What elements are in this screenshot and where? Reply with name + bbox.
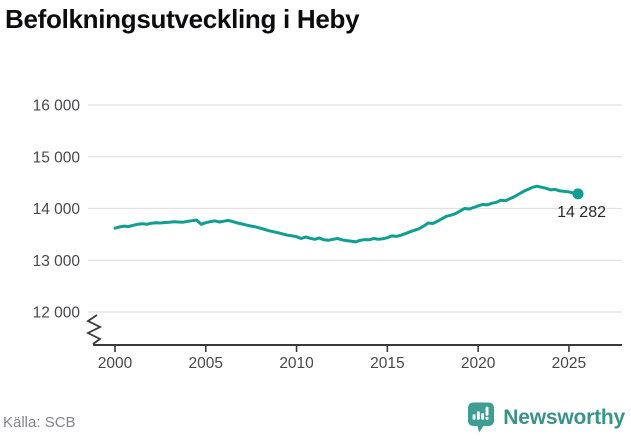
- newsworthy-icon: [468, 402, 495, 433]
- source-note: Källa: SCB: [3, 414, 76, 431]
- y-axis-label: 12 000: [33, 305, 81, 322]
- x-axis-label: 2015: [370, 355, 404, 372]
- population-line: [113, 184, 580, 244]
- axis-break-icon: [85, 314, 103, 345]
- end-point-marker: [572, 188, 584, 200]
- newsworthy-logo[interactable]: Newsworthy: [466, 401, 625, 434]
- y-axis-label: 15 000: [33, 149, 81, 166]
- newsworthy-wordmark: Newsworthy: [503, 405, 625, 429]
- y-axis-label: 13 000: [33, 253, 81, 270]
- end-value-label: 14 282: [557, 204, 606, 221]
- y-axis-label: 14 000: [33, 201, 81, 218]
- x-axis-label: 2005: [189, 355, 223, 372]
- x-axis-label: 2025: [552, 355, 586, 372]
- x-axis-label: 2020: [461, 355, 496, 372]
- page-title: Befolkningsutveckling i Heby: [5, 4, 360, 34]
- x-axis-label: 2000: [98, 355, 133, 372]
- x-axis-label: 2010: [279, 355, 314, 372]
- y-axis-label: 16 000: [33, 98, 81, 115]
